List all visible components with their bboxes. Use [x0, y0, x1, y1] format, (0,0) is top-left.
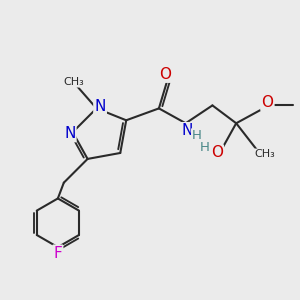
- Text: CH₃: CH₃: [64, 76, 85, 87]
- Text: N: N: [64, 126, 75, 141]
- Text: O: O: [261, 95, 273, 110]
- Text: O: O: [159, 67, 171, 82]
- Text: O: O: [211, 146, 223, 160]
- Text: N: N: [182, 123, 193, 138]
- Text: H: H: [192, 129, 202, 142]
- Text: CH₃: CH₃: [254, 149, 275, 160]
- Text: H: H: [200, 140, 210, 154]
- Text: N: N: [94, 99, 106, 114]
- Text: F: F: [53, 246, 62, 261]
